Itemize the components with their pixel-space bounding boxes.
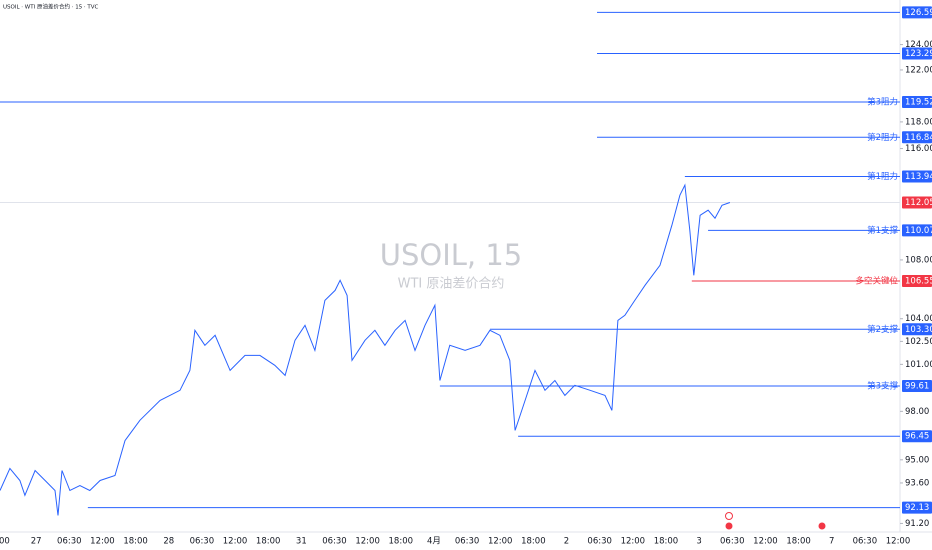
x-tick-label: :00 xyxy=(0,537,10,547)
watermark-title: USOIL, 15 xyxy=(380,238,523,272)
x-tick-label: 3 xyxy=(696,537,701,547)
x-tick-label: 7 xyxy=(829,537,834,547)
y-tick-label: 118.00 xyxy=(905,117,932,127)
y-tick-label: 101.00 xyxy=(905,360,932,370)
x-tick-label: 27 xyxy=(31,537,42,547)
level-price-label: 119.52 xyxy=(905,97,932,107)
x-tick-label: 18:00 xyxy=(123,537,148,547)
x-tick-label: 12:00 xyxy=(886,537,911,547)
event-icons[interactable] xyxy=(725,512,826,530)
y-tick-label: 93.60 xyxy=(905,478,929,488)
level-price-box xyxy=(902,430,932,443)
x-tick-label: 2 xyxy=(564,537,569,547)
y-tick-label: 104.00 xyxy=(905,314,932,324)
level-price-box xyxy=(902,224,932,237)
x-tick-label: 12:00 xyxy=(488,537,513,547)
level-name: 第1阻力 xyxy=(867,171,898,182)
level-price-box xyxy=(902,47,932,60)
level-price-label: 99.61 xyxy=(905,381,929,391)
y-tick-label: 108.00 xyxy=(905,255,932,265)
x-tick-label: 06:30 xyxy=(190,537,215,547)
x-tick-label: 06:30 xyxy=(322,537,347,547)
x-tick-label: 12:00 xyxy=(753,537,778,547)
level-price-box xyxy=(902,6,932,19)
x-tick-label: 06:30 xyxy=(455,537,480,547)
level-price-box xyxy=(902,274,932,287)
x-tick-label: 12:00 xyxy=(223,537,248,547)
event-icon[interactable] xyxy=(818,522,826,530)
level-price-label: 103.30 xyxy=(905,325,932,335)
current-price-label: 112.05 xyxy=(905,198,932,208)
level-price-label: 113.94 xyxy=(905,172,932,182)
x-tick-label: 12:00 xyxy=(621,537,646,547)
price-line xyxy=(0,183,731,516)
x-tick-label: 06:30 xyxy=(720,537,745,547)
x-tick-label: 28 xyxy=(163,537,174,547)
x-tick-label: 18:00 xyxy=(521,537,546,547)
x-tick-label: 12:00 xyxy=(355,537,380,547)
level-price-label: 110.07 xyxy=(905,226,932,236)
x-tick-label: 06:30 xyxy=(587,537,612,547)
y-tick-label: 116.00 xyxy=(905,144,932,154)
y-tick-label: 124.00 xyxy=(905,40,932,50)
y-tick-label: 95.00 xyxy=(905,455,929,465)
x-tick-label: 31 xyxy=(296,537,307,547)
level-price-label: 96.45 xyxy=(905,432,929,442)
x-tick-label: 06:30 xyxy=(853,537,878,547)
x-tick-label: 4月 xyxy=(427,537,441,547)
x-tick-label: 12:00 xyxy=(90,537,115,547)
level-name: 第3阻力 xyxy=(867,96,898,107)
level-price-box xyxy=(902,379,932,392)
event-icon[interactable] xyxy=(725,512,733,520)
x-tick-label: 18:00 xyxy=(786,537,811,547)
x-tick-label: 18:00 xyxy=(389,537,414,547)
level-price-box xyxy=(902,95,932,108)
level-price-label: 92.13 xyxy=(905,503,929,513)
level-name: 第1支撑 xyxy=(867,225,898,236)
watermark-subtitle: WTI 原油差价合约 xyxy=(398,277,505,292)
event-icon[interactable] xyxy=(725,522,733,530)
level-price-label: 123.29 xyxy=(905,49,932,59)
y-tick-label: 98.00 xyxy=(905,407,929,417)
header: USOIL · WTI 原油差价合约 · 15 · TVC xyxy=(3,3,99,11)
y-tick-label: 102.50 xyxy=(905,337,932,347)
level-name: 第2支撑 xyxy=(867,324,898,335)
level-name: 第3支撑 xyxy=(867,380,898,391)
level-price-label: 116.84 xyxy=(905,133,932,143)
x-tick-label: 06:30 xyxy=(57,537,82,547)
level-price-box xyxy=(902,170,932,183)
level-price-box xyxy=(902,323,932,336)
current-price-box xyxy=(902,196,932,209)
level-name: 第2阻力 xyxy=(867,132,898,143)
level-price-label: 106.55 xyxy=(905,276,932,286)
level-price-box xyxy=(902,501,932,514)
y-tick-label: 91.20 xyxy=(905,519,929,529)
x-tick-label: 18:00 xyxy=(654,537,679,547)
y-tick-label: 122.00 xyxy=(905,65,932,75)
x-tick-label: 18:00 xyxy=(256,537,281,547)
level-name: 多空关键位 xyxy=(855,275,898,286)
level-price-label: 126.59 xyxy=(905,8,932,18)
level-price-box xyxy=(902,131,932,144)
